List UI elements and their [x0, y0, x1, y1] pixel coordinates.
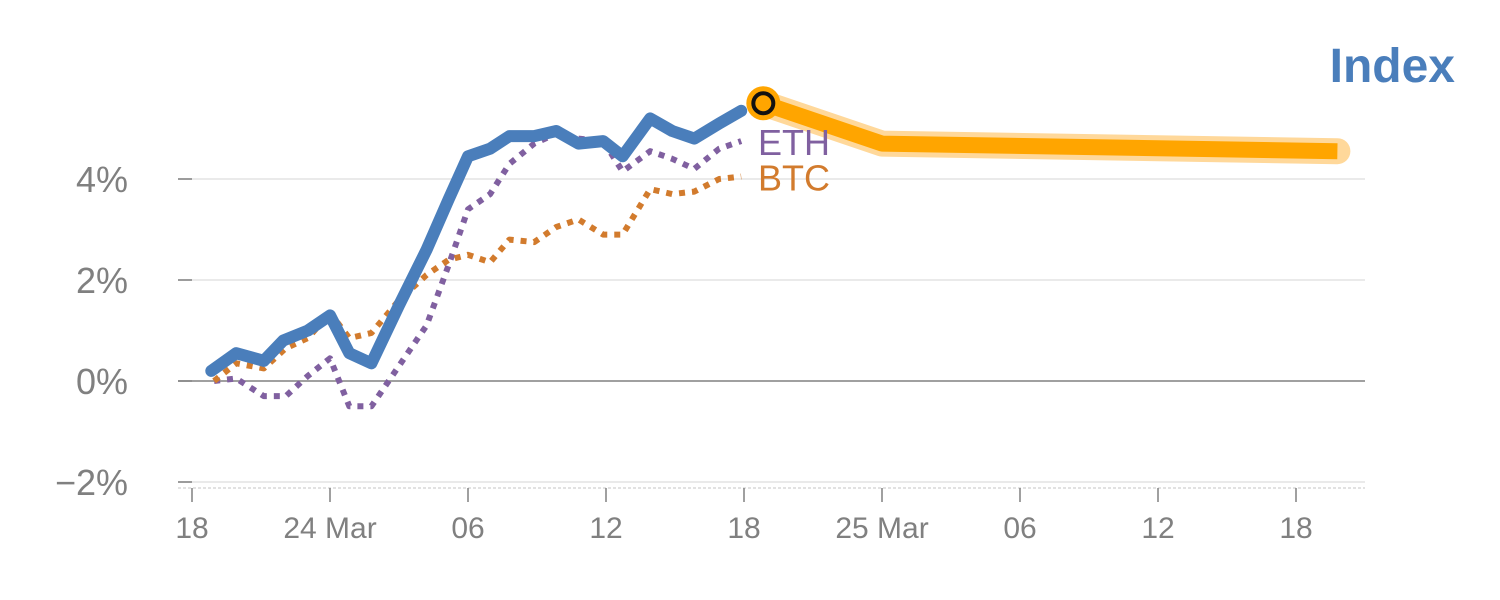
series-layer [205, 104, 748, 410]
series-line-index [205, 104, 748, 377]
x-tick-label: 12 [1141, 512, 1174, 545]
x-tick-label: 18 [1279, 512, 1312, 545]
series-label-btc: BTC [758, 157, 830, 198]
y-tick-label: 2% [76, 260, 128, 301]
current-point-marker [751, 91, 776, 116]
x-tick-label: 06 [1003, 512, 1036, 545]
chart-title: Index [1330, 40, 1456, 93]
gridlines [178, 178, 1365, 483]
x-tick-label: 25 Mar [835, 512, 928, 545]
y-tick-label: −2% [55, 462, 128, 503]
x-tick-label: 18 [175, 512, 208, 545]
series-label-eth: ETH [758, 122, 830, 163]
forecast-line [760, 95, 1338, 160]
series-line-btc [212, 173, 742, 384]
forecast-layer [750, 90, 1351, 165]
axes: −2% 0% 2% 4% 18 24 Mar 06 12 18 25 Mar 06 12 18 [55, 159, 1365, 545]
y-tick-label: 0% [76, 361, 128, 402]
series-line-eth [213, 130, 743, 410]
x-tick-label: 12 [589, 512, 622, 545]
x-tick-label: 24 Mar [283, 512, 376, 545]
x-tick-label: 18 [727, 512, 760, 545]
y-tick-label: 4% [76, 159, 128, 200]
x-tick-label: 06 [451, 512, 484, 545]
